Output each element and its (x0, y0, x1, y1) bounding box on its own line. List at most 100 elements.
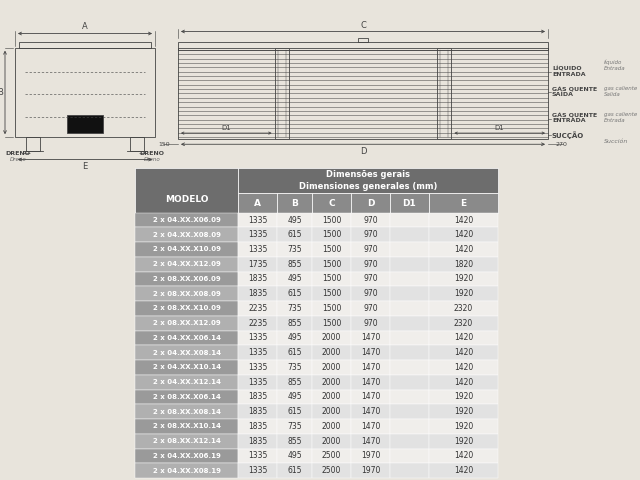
Text: 1470: 1470 (361, 348, 380, 357)
Text: 2 x 04.XX.X06.14: 2 x 04.XX.X06.14 (153, 335, 221, 341)
Bar (130, 137, 144, 151)
Text: 1500: 1500 (322, 319, 341, 328)
Bar (312, 434, 351, 448)
Text: 1335: 1335 (248, 348, 268, 357)
Bar (429, 434, 498, 448)
Text: 735: 735 (287, 363, 302, 372)
Text: ENTRADA: ENTRADA (552, 119, 586, 123)
Bar (390, 272, 429, 287)
Text: 1835: 1835 (248, 437, 268, 445)
Bar (437, 48, 451, 139)
Bar (390, 345, 429, 360)
Text: 1835: 1835 (248, 407, 268, 416)
Bar (239, 404, 277, 419)
Bar (390, 419, 429, 434)
Text: 2 x 04.XX.X12.09: 2 x 04.XX.X12.09 (153, 261, 221, 267)
Text: 970: 970 (363, 245, 378, 254)
Text: 855: 855 (287, 437, 302, 445)
Bar (239, 448, 277, 463)
Bar (312, 213, 351, 228)
Bar (429, 316, 498, 331)
Text: 1420: 1420 (454, 363, 473, 372)
Text: 1470: 1470 (361, 334, 380, 342)
Text: 970: 970 (363, 275, 378, 284)
Bar (390, 404, 429, 419)
Text: Dreno: Dreno (10, 157, 26, 162)
Text: 1500: 1500 (322, 245, 341, 254)
Text: 1970: 1970 (361, 451, 380, 460)
Bar (135, 448, 239, 463)
Bar (312, 463, 351, 478)
Text: 2500: 2500 (322, 466, 341, 475)
Text: C: C (360, 22, 366, 30)
Bar (390, 242, 429, 257)
Text: 1820: 1820 (454, 260, 473, 269)
Bar (312, 419, 351, 434)
Bar (351, 345, 390, 360)
Bar (277, 375, 312, 390)
Bar (135, 434, 239, 448)
Bar (429, 419, 498, 434)
Text: 1335: 1335 (248, 378, 268, 387)
Bar (239, 463, 277, 478)
Text: D1: D1 (495, 125, 504, 131)
Text: 2000: 2000 (322, 393, 341, 401)
Text: 1470: 1470 (361, 422, 380, 431)
Text: 1470: 1470 (361, 407, 380, 416)
Text: 1500: 1500 (322, 260, 341, 269)
Text: 615: 615 (287, 466, 302, 475)
Bar (135, 213, 239, 228)
Text: 2 x 04.XX.X10.09: 2 x 04.XX.X10.09 (153, 247, 221, 252)
Text: 1420: 1420 (454, 451, 473, 460)
Bar (312, 375, 351, 390)
Text: B: B (0, 88, 3, 97)
Bar (135, 345, 239, 360)
Bar (277, 287, 312, 301)
Bar (429, 345, 498, 360)
Text: 1470: 1470 (361, 363, 380, 372)
Bar (351, 228, 390, 242)
Text: 2 x 08.XX.X06.09: 2 x 08.XX.X06.09 (153, 276, 221, 282)
Text: 970: 970 (363, 260, 378, 269)
Bar (351, 272, 390, 287)
Text: 1335: 1335 (248, 451, 268, 460)
Bar (312, 345, 351, 360)
Text: 735: 735 (287, 304, 302, 313)
Bar (390, 193, 429, 213)
Bar (351, 434, 390, 448)
Text: 2000: 2000 (322, 437, 341, 445)
Bar (429, 287, 498, 301)
Bar (277, 345, 312, 360)
Bar (277, 301, 312, 316)
Bar (135, 242, 239, 257)
Bar (135, 272, 239, 287)
Bar (312, 331, 351, 345)
Bar (15, 48, 155, 137)
Text: 970: 970 (363, 216, 378, 225)
Text: B: B (291, 199, 298, 207)
Text: E: E (460, 199, 467, 207)
Text: 2 x 08.XX.X10.09: 2 x 08.XX.X10.09 (153, 305, 221, 312)
Bar (135, 404, 239, 419)
Bar (239, 257, 277, 272)
Text: D1: D1 (403, 199, 416, 207)
Text: 495: 495 (287, 275, 302, 284)
Text: 2000: 2000 (322, 378, 341, 387)
Text: 855: 855 (287, 378, 302, 387)
Bar (429, 331, 498, 345)
Bar (351, 316, 390, 331)
Bar (351, 287, 390, 301)
Bar (277, 272, 312, 287)
Text: 2 x 04.XX.X08.14: 2 x 04.XX.X08.14 (153, 350, 221, 356)
Text: 2 x 04.XX.X08.09: 2 x 04.XX.X08.09 (153, 232, 221, 238)
Text: MODELO: MODELO (165, 195, 209, 204)
Text: 1470: 1470 (361, 378, 380, 387)
Text: A: A (254, 199, 261, 207)
Text: 1420: 1420 (454, 216, 473, 225)
Text: 2500: 2500 (322, 451, 341, 460)
Text: 970: 970 (363, 289, 378, 298)
Text: 1500: 1500 (322, 216, 341, 225)
Bar (239, 331, 277, 345)
Text: 1335: 1335 (248, 363, 268, 372)
Bar (429, 228, 498, 242)
